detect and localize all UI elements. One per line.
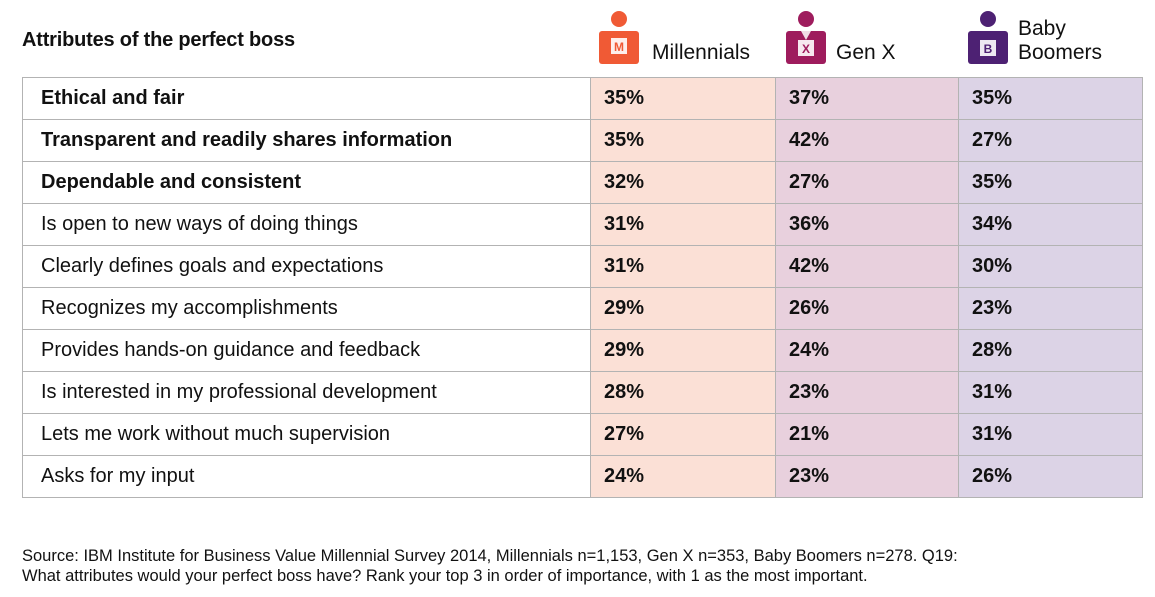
baby-boomers-value: 31% — [958, 413, 1143, 456]
boomer-icon-letter: B — [984, 42, 993, 56]
millennials-value: 32% — [590, 161, 776, 204]
attribute-label: Transparent and readily shares informati… — [22, 119, 591, 162]
genx-value: 24% — [775, 329, 959, 372]
source-line-2: What attributes would your perfect boss … — [22, 567, 868, 585]
baby-boomers-label-line1: Baby — [1018, 17, 1066, 40]
attributes-table: Ethical and fair 35% 37% 35% Transparent and… — [22, 77, 1143, 498]
table-row: Provides hands-on guidance and feedback 2… — [22, 329, 1143, 372]
boomer-person-icon: B — [968, 11, 1008, 64]
genx-value: 21% — [775, 413, 959, 456]
attribute-label: Is interested in my professional develop… — [22, 371, 591, 414]
table-row: Dependable and consistent 32% 27% 35% — [22, 161, 1143, 204]
baby-boomers-value: 27% — [958, 119, 1143, 162]
millennials-value: 24% — [590, 455, 776, 498]
millennials-value: 31% — [590, 203, 776, 246]
table-row: Is open to new ways of doing things 31% 36… — [22, 203, 1143, 246]
genx-value: 37% — [775, 77, 959, 120]
genx-value: 23% — [775, 371, 959, 414]
source-line-1: Source: IBM Institute for Business Value… — [22, 547, 958, 565]
millennials-value: 29% — [590, 329, 776, 372]
millennial-person-icon: M — [599, 11, 639, 64]
table-title: Attributes of the perfect boss — [22, 29, 295, 51]
baby-boomers-value: 34% — [958, 203, 1143, 246]
genx-value: 26% — [775, 287, 959, 330]
millennials-value: 27% — [590, 413, 776, 456]
attribute-label: Dependable and consistent — [22, 161, 591, 204]
header-genx: X Gen X — [784, 10, 914, 70]
attribute-label: Asks for my input — [22, 455, 591, 498]
baby-boomers-value: 35% — [958, 161, 1143, 204]
table-row: Transparent and readily shares informati… — [22, 119, 1143, 162]
baby-boomers-value: 30% — [958, 245, 1143, 288]
baby-boomers-label-line2: Boomers — [1018, 41, 1103, 64]
table-row: Lets me work without much supervision 27%… — [22, 413, 1143, 456]
millennials-value: 29% — [590, 287, 776, 330]
attribute-label: Provides hands-on guidance and feedback — [22, 329, 591, 372]
baby-boomers-value: 26% — [958, 455, 1143, 498]
attribute-label: Recognizes my accomplishments — [22, 287, 591, 330]
header-millennials: M Millennials — [597, 10, 757, 70]
genx-label: Gen X — [836, 41, 896, 64]
genx-icon-letter: X — [802, 42, 810, 56]
millennials-value: 31% — [590, 245, 776, 288]
genx-person-icon: X — [786, 11, 826, 64]
table-row: Clearly defines goals and expectations 31… — [22, 245, 1143, 288]
genx-value: 27% — [775, 161, 959, 204]
baby-boomers-value: 23% — [958, 287, 1143, 330]
baby-boomers-value: 35% — [958, 77, 1143, 120]
genx-value: 42% — [775, 119, 959, 162]
millennials-value: 28% — [590, 371, 776, 414]
baby-boomers-value: 31% — [958, 371, 1143, 414]
table-row: Asks for my input 24% 23% 26% — [22, 455, 1143, 498]
attribute-label: Is open to new ways of doing things — [22, 203, 591, 246]
genx-value: 42% — [775, 245, 959, 288]
source-note: Source: IBM Institute for Business Value… — [22, 546, 958, 586]
millennials-value: 35% — [590, 77, 776, 120]
table-row: Recognizes my accomplishments 29% 26% 23% — [22, 287, 1143, 330]
header-baby-boomers: B Baby Boomers — [966, 10, 1116, 70]
baby-boomers-value: 28% — [958, 329, 1143, 372]
genx-value: 36% — [775, 203, 959, 246]
millennial-icon-letter: M — [614, 40, 624, 54]
genx-value: 23% — [775, 455, 959, 498]
table-row: Is interested in my professional develop… — [22, 371, 1143, 414]
millennials-label: Millennials — [652, 41, 751, 64]
attribute-label: Lets me work without much supervision — [22, 413, 591, 456]
millennials-value: 35% — [590, 119, 776, 162]
table-row: Ethical and fair 35% 37% 35% — [22, 77, 1143, 120]
attributes-table-body: Ethical and fair 35% 37% 35% Transparent and… — [22, 77, 1143, 498]
attribute-label: Clearly defines goals and expectations — [22, 245, 591, 288]
attribute-label: Ethical and fair — [22, 77, 591, 120]
